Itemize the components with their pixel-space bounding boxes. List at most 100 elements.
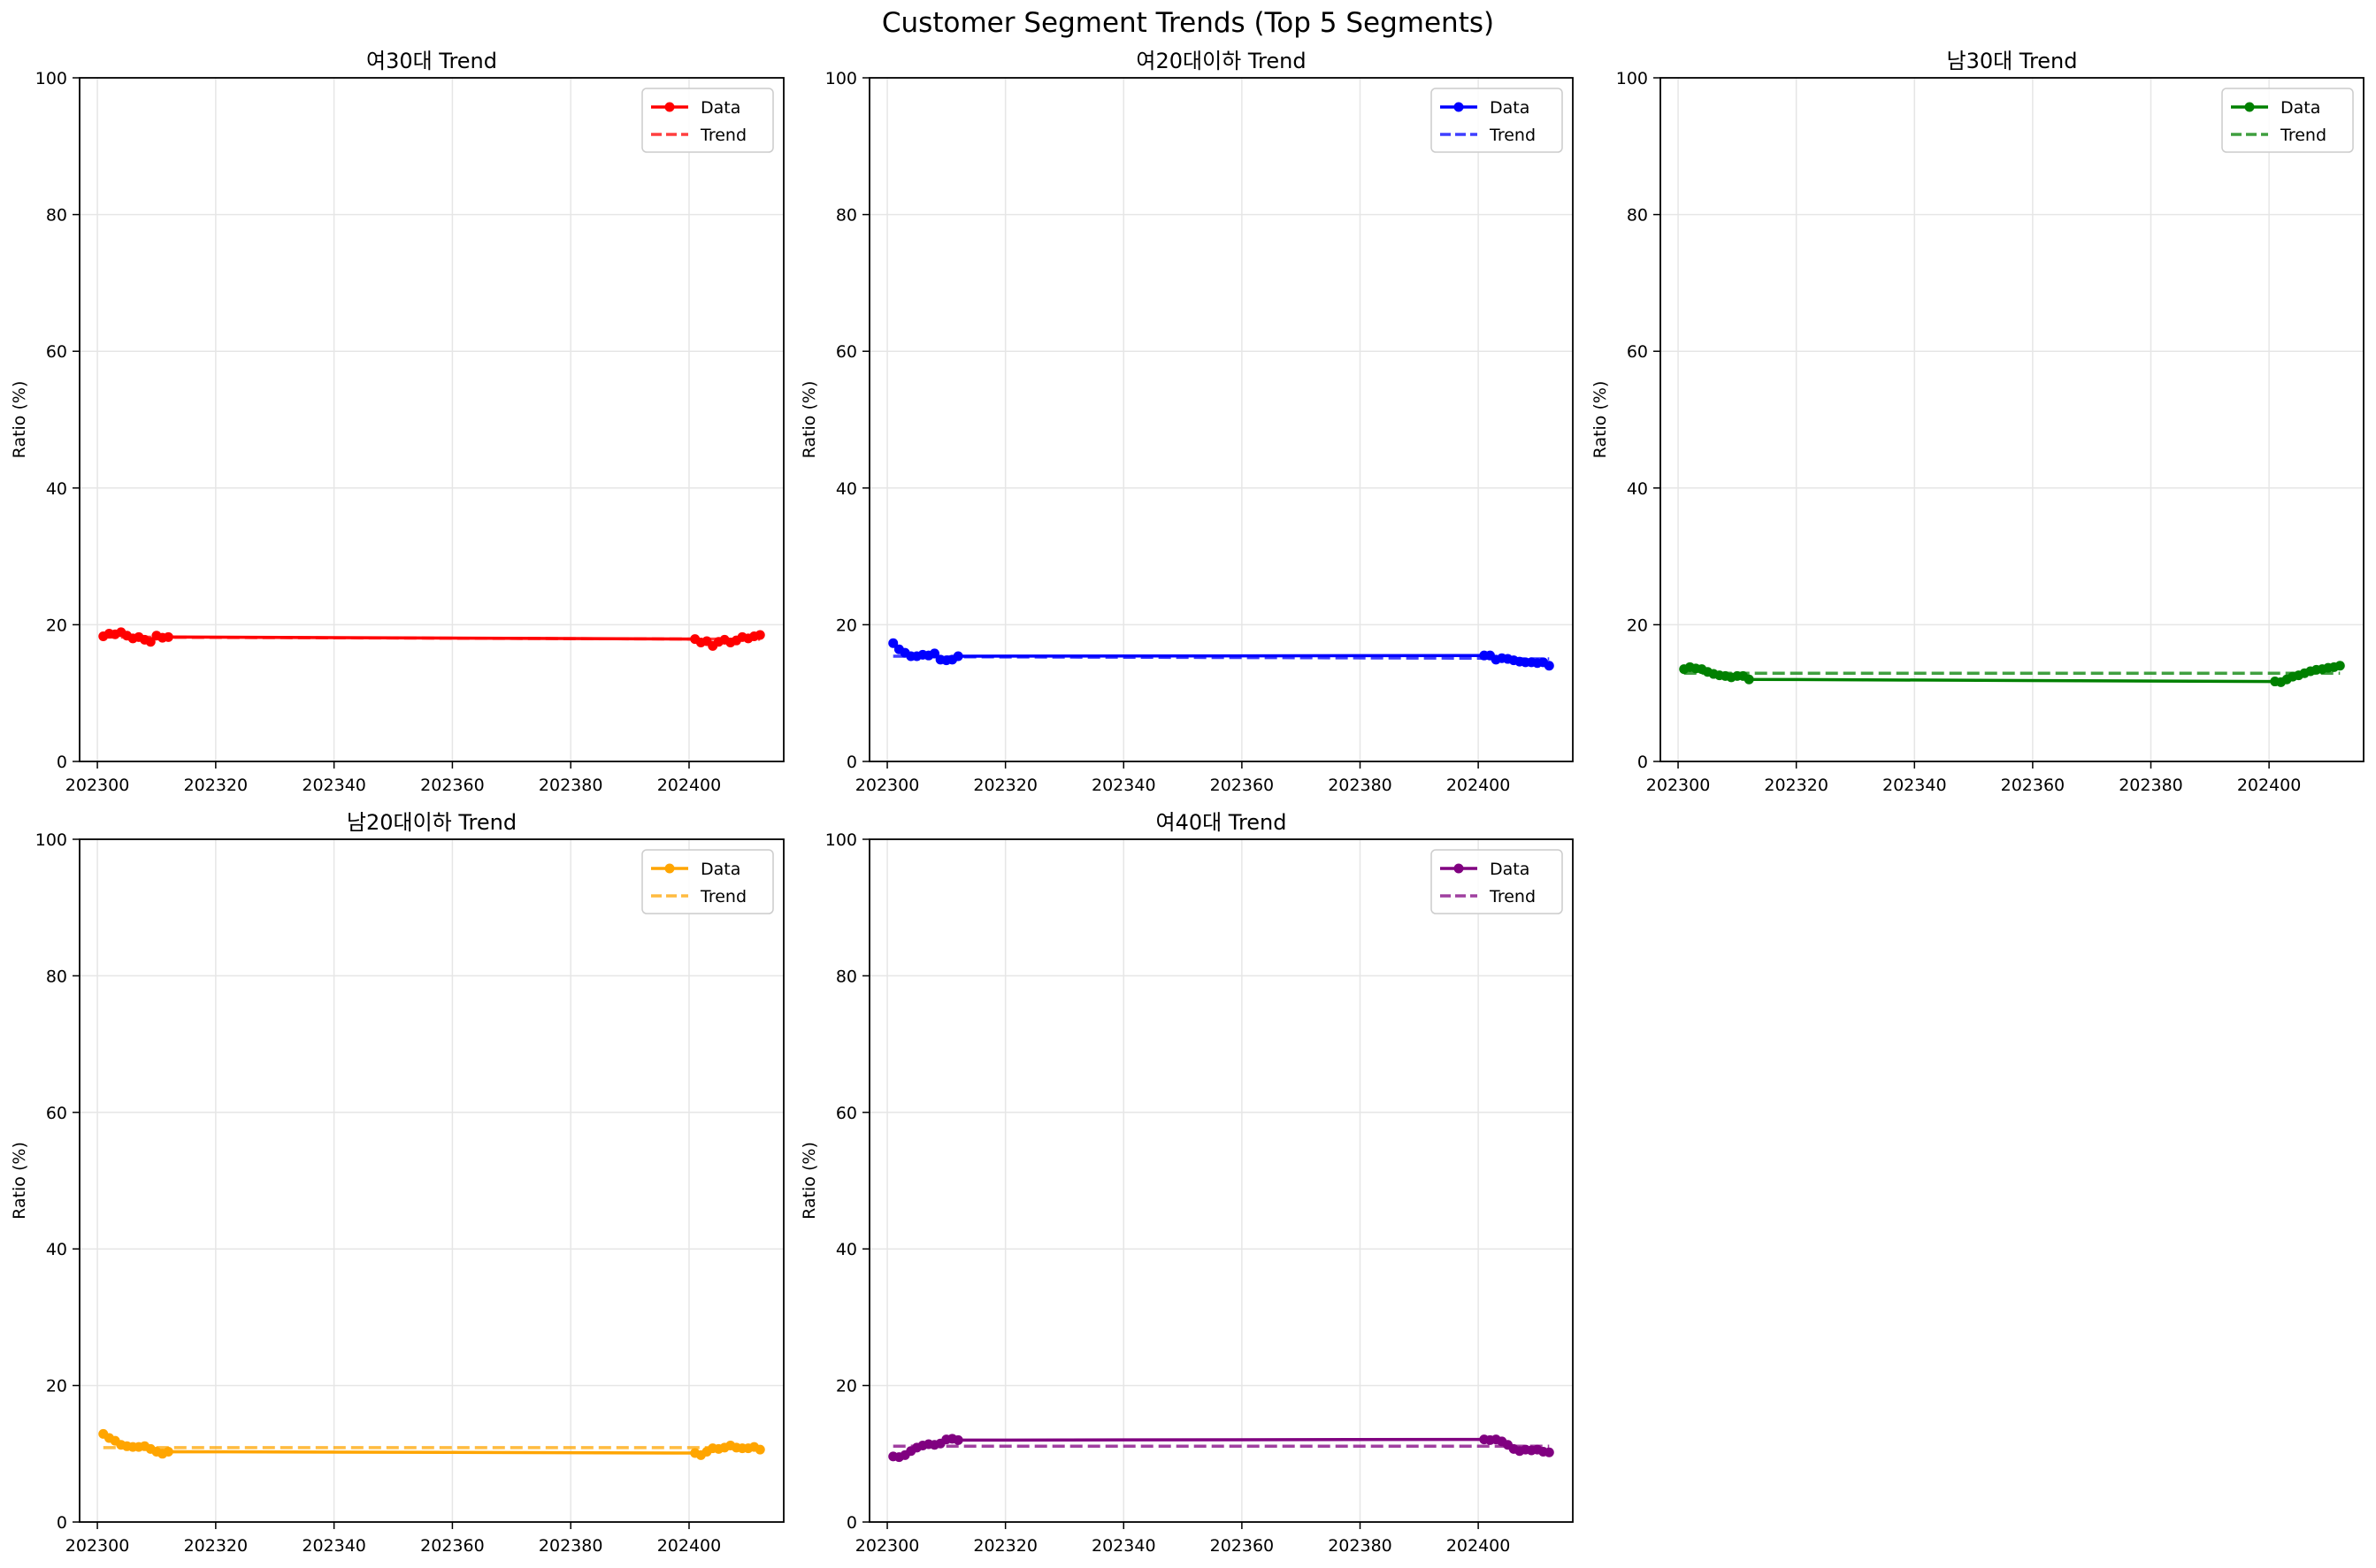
y-tick-label: 80 [46, 967, 67, 986]
y-axis-label: Ratio (%) [10, 381, 29, 459]
legend-label: Data [2280, 98, 2320, 118]
y-tick-label: 60 [836, 342, 857, 362]
x-tick-label: 202320 [184, 776, 249, 795]
x-tick-label: 202340 [302, 776, 366, 795]
legend-marker [1453, 102, 1464, 112]
x-tick-label: 202300 [1646, 776, 1711, 795]
y-tick-label: 80 [1627, 206, 1648, 226]
trend-line [103, 635, 761, 641]
subplot-title: 여20대이하 Trend [1136, 49, 1306, 73]
y-tick-label: 100 [1616, 69, 1648, 88]
figure-title: Customer Segment Trends (Top 5 Segments) [881, 7, 1495, 39]
y-tick-label: 20 [1627, 616, 1648, 635]
y-tick-label: 100 [825, 69, 857, 88]
x-tick-label: 202380 [539, 776, 603, 795]
legend-label: Trend [1489, 126, 1536, 145]
data-point [1744, 674, 1754, 685]
subplot-2: 202300 202320 202340 202360 202380 202400 0 20 4… [800, 49, 1574, 795]
y-tick-label: 60 [46, 1104, 67, 1123]
legend-marker [664, 102, 675, 112]
subplot-1: 202300 202320 202340 202360 202380 202400 0 20 4… [10, 49, 785, 795]
y-tick-label: 60 [46, 342, 67, 362]
y-tick-label: 0 [57, 753, 67, 772]
data-point [755, 630, 765, 640]
legend-box [641, 88, 774, 153]
y-tick-label: 40 [46, 479, 67, 499]
y-tick-label: 100 [825, 830, 857, 850]
x-tick-label: 202400 [657, 776, 722, 795]
data-point [755, 1444, 765, 1455]
y-axis-label: Ratio (%) [1590, 381, 1610, 459]
x-tick-label: 202380 [539, 1536, 603, 1556]
data-point [145, 637, 156, 647]
y-tick-label: 100 [35, 69, 67, 88]
legend: Data Trend [1430, 88, 1563, 153]
x-tick-label: 202400 [1446, 1536, 1511, 1556]
y-tick-label: 40 [46, 1240, 67, 1259]
subplot-title: 여30대 Trend [366, 49, 497, 73]
x-tick-label: 202380 [2119, 776, 2183, 795]
data-point [2334, 661, 2345, 671]
y-tick-label: 20 [46, 616, 67, 635]
y-tick-label: 80 [836, 206, 857, 226]
x-tick-label: 202300 [855, 1536, 920, 1556]
plot-frame [869, 77, 1574, 762]
y-tick-label: 20 [836, 1377, 857, 1396]
plot-frame [79, 838, 785, 1523]
legend-label: Data [701, 860, 740, 879]
legend-label: Data [1490, 860, 1529, 879]
legend-marker [2244, 102, 2255, 112]
y-axis-label: Ratio (%) [800, 1142, 819, 1220]
plot-frame [869, 838, 1574, 1523]
legend-box [641, 849, 774, 914]
y-tick-label: 0 [847, 1513, 857, 1533]
x-tick-label: 202360 [1210, 776, 1275, 795]
legend-box [1430, 88, 1563, 153]
legend-box [1430, 849, 1563, 914]
x-tick-label: 202360 [420, 776, 485, 795]
y-tick-label: 40 [1627, 479, 1648, 499]
y-tick-label: 80 [46, 206, 67, 226]
y-tick-label: 60 [836, 1104, 857, 1123]
subplot-title: 여40대 Trend [1155, 810, 1286, 835]
x-tick-label: 202400 [2237, 776, 2302, 795]
legend-label: Trend [2280, 126, 2326, 145]
data-line [892, 642, 1551, 668]
x-tick-label: 202400 [1446, 776, 1511, 795]
y-tick-label: 40 [836, 1240, 857, 1259]
subplot-3: 202300 202320 202340 202360 202380 202400 0 20 4… [1590, 49, 2365, 795]
y-tick-label: 20 [46, 1377, 67, 1396]
subplot-title: 남30대 Trend [1946, 49, 2077, 73]
x-tick-label: 202380 [1328, 776, 1392, 795]
legend-label: Trend [1489, 887, 1536, 906]
data-point [1544, 1447, 1554, 1457]
y-tick-label: 0 [847, 753, 857, 772]
x-tick-label: 202360 [2001, 776, 2066, 795]
legend-label: Data [1490, 98, 1529, 118]
x-tick-label: 202300 [65, 1536, 130, 1556]
legend-box [2221, 88, 2354, 153]
legend-marker [1453, 863, 1464, 874]
y-axis-label: Ratio (%) [800, 381, 819, 459]
y-tick-label: 60 [1627, 342, 1648, 362]
x-tick-label: 202320 [973, 776, 1038, 795]
y-tick-label: 40 [836, 479, 857, 499]
plot-frame [1659, 77, 2365, 762]
y-tick-label: 0 [57, 1513, 67, 1533]
x-tick-label: 202340 [1882, 776, 1947, 795]
legend-label: Data [701, 98, 740, 118]
legend: Data Trend [641, 88, 774, 153]
data-point [888, 638, 899, 648]
data-line [102, 1432, 761, 1457]
x-tick-label: 202300 [65, 776, 130, 795]
x-tick-label: 202300 [855, 776, 920, 795]
x-tick-label: 202340 [302, 1536, 366, 1556]
data-line [893, 1437, 1550, 1459]
x-tick-label: 202400 [657, 1536, 722, 1556]
x-tick-label: 202360 [1210, 1536, 1275, 1556]
legend: Data Trend [2221, 88, 2354, 153]
x-tick-label: 202320 [1764, 776, 1828, 795]
legend-label: Trend [700, 126, 747, 145]
legend: Data Trend [641, 849, 774, 914]
